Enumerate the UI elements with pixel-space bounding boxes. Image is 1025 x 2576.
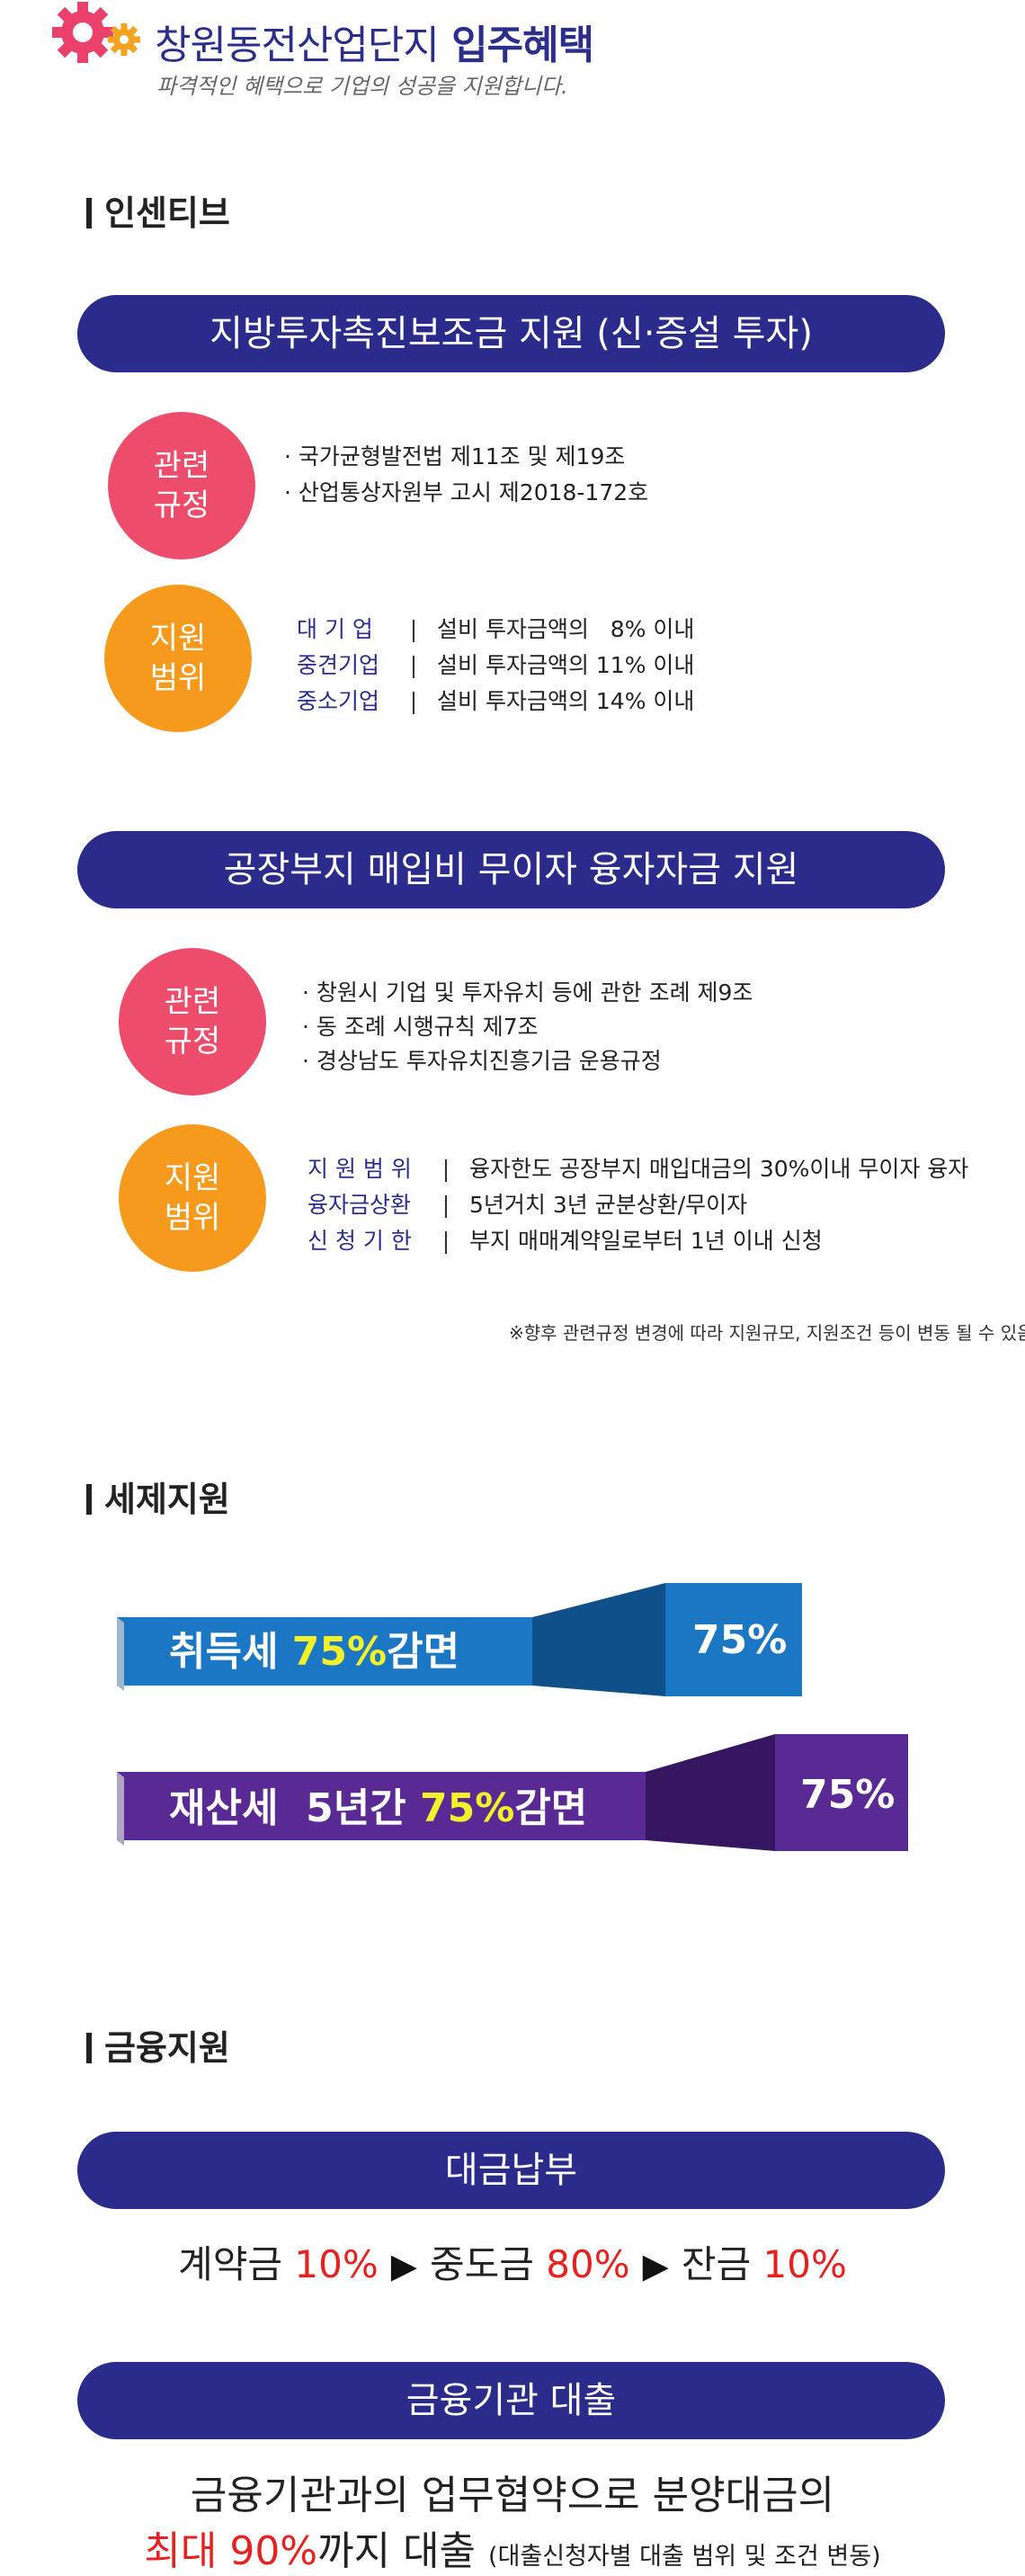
range-key: 신 청 기 한: [308, 1228, 412, 1254]
range-separator: |: [409, 652, 418, 678]
tax-label-highlight: 75%: [419, 1785, 515, 1831]
circle-range-2: 지원 범위: [119, 1124, 266, 1272]
circle-range-1-line1: 지원: [149, 620, 207, 657]
payment-step-value: 80%: [546, 2242, 630, 2286]
arrow-right-icon: ▶: [390, 2246, 417, 2285]
loan-condition-note: (대출신청자별 대출 범위 및 조건 변동): [488, 2543, 881, 2571]
circle-range-2-line2: 범위: [164, 1200, 221, 1236]
payment-step-value: 10%: [762, 2242, 847, 2286]
tax-ribbon-property: [117, 1734, 908, 1851]
range-row: 융자금상환 | 5년거치 3년 균분상환/무이자: [308, 1187, 747, 1220]
range-row: 대 기 업 | 설비 투자금액의 8% 이내: [297, 612, 694, 644]
payment-steps: 계약금 10% ▶ 중도금 80% ▶ 잔금 10%: [0, 2234, 1025, 2289]
banner-land-loan: 공장부지 매입비 무이자 융자자금 지원: [77, 831, 945, 908]
circle-rule-2-line1: 관련: [164, 983, 221, 1020]
range-separator: |: [441, 1156, 450, 1182]
tax-value-acquisition: 75%: [692, 1617, 788, 1663]
circle-rule-1-line1: 관련: [153, 447, 210, 484]
range-row: 중견기업 | 설비 투자금액의 11% 이내: [297, 648, 694, 680]
tax-ribbon-acquisition: [117, 1583, 802, 1696]
circle-rule-2-line2: 규정: [164, 1024, 221, 1060]
tax-label-prefix: 취득세: [169, 1629, 292, 1675]
section-heading-finance: 금융지원: [86, 2020, 230, 2070]
circle-range-1-line2: 범위: [149, 660, 207, 696]
tax-label-prefix: 재산세 5년간: [169, 1785, 420, 1831]
payment-step-label: 잔금: [681, 2242, 763, 2286]
range-row: 중소기업 | 설비 투자금액의 14% 이내: [297, 684, 694, 716]
page-title-accent: 입주혜택: [451, 22, 594, 68]
page-title-main: 창원동전산업단지: [155, 22, 440, 68]
circle-rule-1-line2: 규정: [153, 487, 210, 523]
range-key: 대 기 업: [297, 616, 373, 642]
rule-line: · 산업통상자원부 고시 제2018-172호: [284, 479, 649, 505]
range-value: 부지 매매계약일로부터 1년 이내 신청: [469, 1228, 823, 1254]
banner-payment: 대금납부: [77, 2132, 945, 2209]
range-separator: |: [441, 1192, 450, 1218]
arrow-right-icon: ▶: [642, 2246, 669, 2285]
loan-max-percent: 최대 90%: [144, 2528, 318, 2574]
range-key: 융자금상환: [308, 1192, 412, 1218]
tax-label-suffix: 감면: [514, 1785, 588, 1831]
range-row: 신 청 기 한 | 부지 매매계약일로부터 1년 이내 신청: [308, 1223, 823, 1256]
section-heading-incentive: 인센티브: [86, 185, 230, 235]
gear-icon: [52, 2, 140, 63]
range-key: 지 원 범 위: [308, 1156, 412, 1182]
section-heading-tax: 세제지원: [86, 1471, 230, 1521]
circle-rule-2: 관련 규정: [119, 948, 266, 1096]
rule-line: · 경상남도 투자유치진흥기금 운용규정: [302, 1048, 662, 1074]
banner-investment-subsidy: 지방투자촉진보조금 지원 (신·증설 투자): [77, 295, 945, 372]
circle-range-2-line1: 지원: [164, 1159, 221, 1196]
page-subtitle: 파격적인 혜택으로 기업의 성공을 지원합니다.: [156, 74, 568, 99]
tax-label-acquisition: 취득세 75%감면: [169, 1619, 459, 1677]
rule-line: · 국가균형발전법 제11조 및 제19조: [284, 443, 626, 470]
range-value: 설비 투자금액의 14% 이내: [437, 688, 695, 714]
loan-description-line2: 최대 90%까지 대출 (대출신청자별 대출 범위 및 조건 변동): [0, 2518, 1025, 2576]
range-row: 지 원 범 위 | 융자한도 공장부지 매입대금의 30%이내 무이자 융자: [308, 1151, 968, 1184]
tax-label-property: 재산세 5년간 75%감면: [169, 1775, 587, 1833]
rule-line: · 동 조례 시행규칙 제7조: [302, 1014, 539, 1040]
loan-description-line1: 금융기관과의 업무협약으로 분양대금의: [190, 2473, 835, 2518]
payment-step-label: 계약금: [178, 2242, 295, 2286]
tax-value-property: 75%: [800, 1772, 896, 1818]
disclaimer-note: ※향후 관련규정 변경에 따라 지원규모, 지원조건 등이 변동 될 수 있음: [509, 1322, 1025, 1344]
tax-label-suffix: 감면: [387, 1629, 460, 1675]
circle-rule-1: 관련 규정: [108, 412, 255, 559]
range-separator: |: [409, 616, 418, 642]
range-separator: |: [409, 688, 418, 714]
page-title: 창원동전산업단지 입주혜택: [155, 13, 594, 70]
circle-range-1: 지원 범위: [104, 585, 252, 732]
range-value: 융자한도 공장부지 매입대금의 30%이내 무이자 융자: [469, 1156, 969, 1182]
payment-step-value: 10%: [294, 2242, 379, 2286]
tax-label-highlight: 75%: [291, 1629, 388, 1675]
range-separator: |: [441, 1228, 450, 1254]
banner-bank-loan: 금융기관 대출: [77, 2362, 945, 2439]
rule-line: · 창원시 기업 및 투자유치 등에 관한 조례 제9조: [302, 979, 753, 1006]
payment-step-label: 중도금: [430, 2242, 547, 2286]
loan-text: 까지 대출: [317, 2528, 489, 2574]
range-key: 중소기업: [297, 688, 380, 714]
range-key: 중견기업: [297, 652, 380, 678]
range-value: 설비 투자금액의 8% 이내: [437, 616, 695, 642]
range-value: 5년거치 3년 균분상환/무이자: [469, 1192, 748, 1218]
range-value: 설비 투자금액의 11% 이내: [437, 652, 695, 678]
